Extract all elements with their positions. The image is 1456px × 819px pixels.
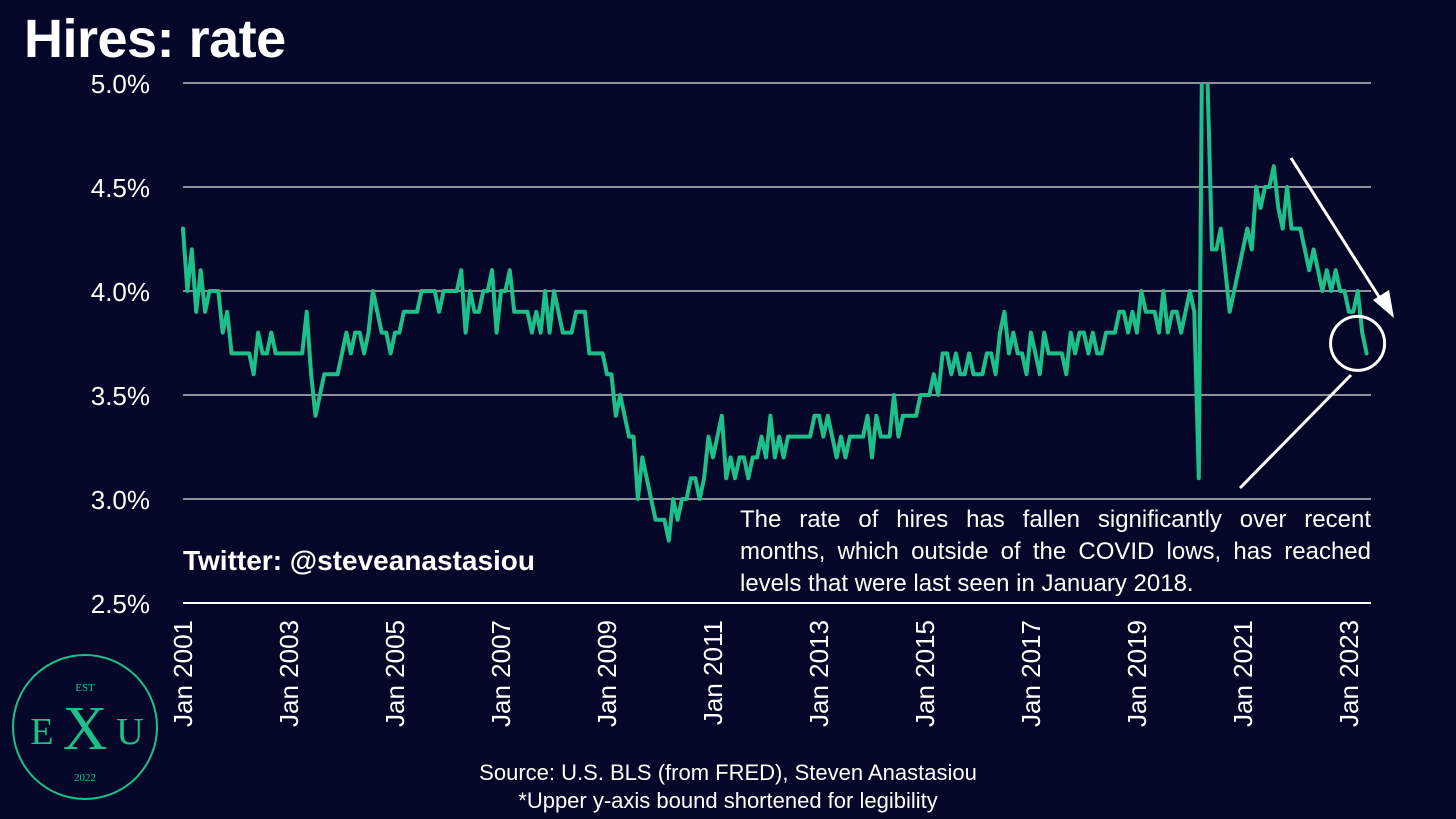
x-tick-label: Jan 2019 xyxy=(1122,620,1152,727)
x-tick-label: Jan 2009 xyxy=(592,620,622,727)
y-tick-label: 2.5% xyxy=(91,589,150,619)
y-tick-label: 4.0% xyxy=(91,277,150,307)
logo-e: E xyxy=(30,711,53,753)
x-tick-label: Jan 2015 xyxy=(910,620,940,727)
x-tick-label: Jan 2013 xyxy=(804,620,834,727)
y-tick-label: 4.5% xyxy=(91,173,150,203)
y-tick-label: 5.0% xyxy=(91,69,150,99)
logo-x: X xyxy=(63,695,108,763)
twitter-handle: Twitter: @steveanastasiou xyxy=(183,545,535,576)
footer: Source: U.S. BLS (from FRED), Steven Ana… xyxy=(300,759,1156,815)
x-tick-label: Jan 2003 xyxy=(274,620,304,727)
x-axis-ticks: Jan 2001 Jan 2003 Jan 2005 Jan 2007 Jan 2009… xyxy=(168,620,1364,727)
x-tick-label: Jan 2023 xyxy=(1334,620,1364,727)
logo-ring xyxy=(12,654,158,800)
y-tick-label: 3.5% xyxy=(91,381,150,411)
x-tick-label: Jan 2005 xyxy=(380,620,410,727)
trend-arrow-head xyxy=(1373,290,1394,318)
annotation-pointer xyxy=(1238,373,1353,490)
chart-title: Hires: rate xyxy=(24,9,286,69)
x-tick-label: Jan 2007 xyxy=(486,620,516,727)
legibility-note: *Upper y-axis bound shortened for legibi… xyxy=(518,788,938,813)
annotation-text: The rate of hires has fallen significant… xyxy=(740,506,1371,597)
y-axis-ticks: 2.5% 3.0% 3.5% 4.0% 4.5% 5.0% xyxy=(91,69,150,619)
x-tick-label: Jan 2021 xyxy=(1228,620,1258,727)
gridlines xyxy=(183,82,1371,604)
x-tick-label: Jan 2001 xyxy=(168,620,198,727)
hires-rate-line xyxy=(181,83,1369,543)
y-tick-label: 3.0% xyxy=(91,485,150,515)
x-tick-label: Jan 2011 xyxy=(698,620,728,725)
logo-year: 2022 xyxy=(74,772,96,784)
callouts xyxy=(1238,157,1394,490)
logo-est: EST xyxy=(75,682,95,694)
logo-u: U xyxy=(116,711,143,753)
series-layer xyxy=(181,83,1369,543)
highlight-circle xyxy=(1329,314,1387,372)
source-text: Source: U.S. BLS (from FRED), Steven Ana… xyxy=(479,760,977,785)
x-tick-label: Jan 2017 xyxy=(1016,620,1046,727)
exu-logo: EST E X U 2022 xyxy=(12,654,158,800)
trend-arrow-shaft xyxy=(1289,157,1383,301)
